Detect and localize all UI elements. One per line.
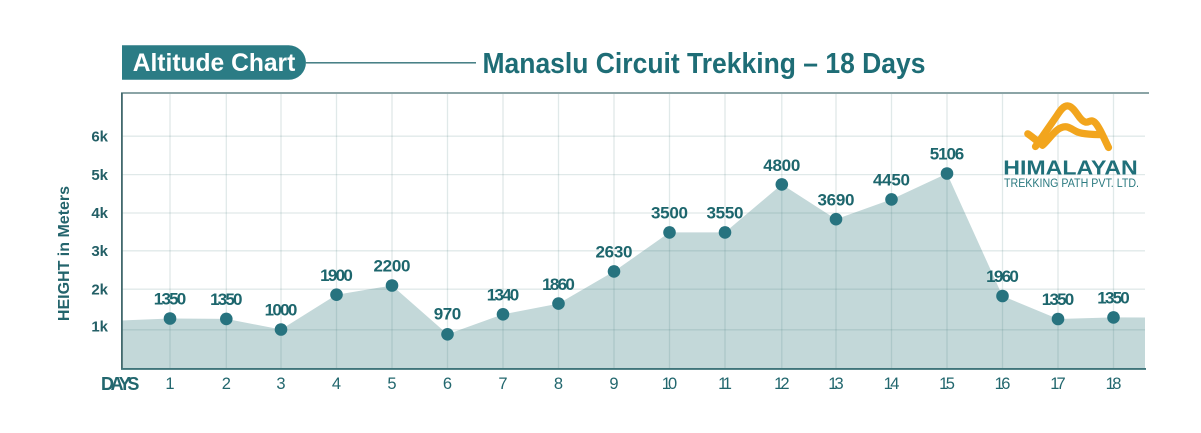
svg-text:1350: 1350 [154, 290, 186, 309]
svg-text:HIMALAYAN: HIMALAYAN [1003, 157, 1138, 180]
svg-text:16: 16 [995, 375, 1011, 393]
svg-text:3: 3 [276, 375, 285, 393]
svg-text:4800: 4800 [763, 156, 800, 175]
svg-text:5: 5 [387, 375, 396, 393]
svg-text:4: 4 [332, 375, 341, 393]
svg-text:1350: 1350 [210, 290, 242, 309]
svg-text:14: 14 [884, 375, 900, 393]
svg-text:1350: 1350 [1097, 289, 1129, 308]
svg-text:6k: 6k [91, 128, 108, 145]
svg-text:1k: 1k [91, 319, 108, 336]
svg-text:1350: 1350 [1042, 290, 1074, 309]
svg-text:6: 6 [443, 375, 452, 393]
svg-text:3k: 3k [91, 243, 108, 260]
svg-text:1000: 1000 [265, 301, 298, 320]
svg-text:1860: 1860 [542, 275, 575, 294]
svg-text:970: 970 [434, 304, 462, 323]
svg-text:4k: 4k [91, 205, 108, 222]
svg-text:Altitude Chart: Altitude Chart [133, 50, 296, 77]
svg-text:Manaslu Circuit Trekking – 18: Manaslu Circuit Trekking – 18 Days [483, 48, 926, 80]
svg-text:3690: 3690 [818, 190, 855, 209]
svg-text:DAYS: DAYS [101, 374, 140, 394]
svg-text:HEIGHT in Meters: HEIGHT in Meters [56, 186, 73, 321]
svg-text:2: 2 [222, 375, 231, 393]
svg-text:3550: 3550 [707, 204, 744, 223]
svg-text:2k: 2k [91, 281, 108, 298]
svg-text:5k: 5k [91, 167, 108, 184]
svg-text:5106: 5106 [930, 145, 965, 164]
svg-text:2630: 2630 [596, 243, 633, 262]
svg-text:7: 7 [498, 375, 507, 393]
svg-text:3500: 3500 [651, 204, 688, 223]
svg-text:18: 18 [1106, 375, 1122, 393]
svg-text:1340: 1340 [487, 286, 519, 305]
svg-text:1900: 1900 [320, 266, 353, 285]
svg-text:15: 15 [939, 375, 955, 393]
svg-text:10: 10 [662, 375, 677, 393]
svg-text:1960: 1960 [986, 267, 1019, 286]
svg-text:11: 11 [718, 375, 732, 393]
svg-text:12: 12 [774, 375, 789, 393]
svg-text:13: 13 [828, 375, 843, 393]
svg-text:2200: 2200 [374, 257, 411, 276]
svg-text:TREKKING PATH PVT. LTD.: TREKKING PATH PVT. LTD. [1004, 176, 1139, 190]
svg-text:8: 8 [554, 375, 563, 393]
svg-text:4450: 4450 [873, 171, 910, 190]
svg-text:1: 1 [165, 375, 174, 393]
svg-text:9: 9 [609, 375, 618, 393]
svg-text:17: 17 [1050, 375, 1065, 393]
